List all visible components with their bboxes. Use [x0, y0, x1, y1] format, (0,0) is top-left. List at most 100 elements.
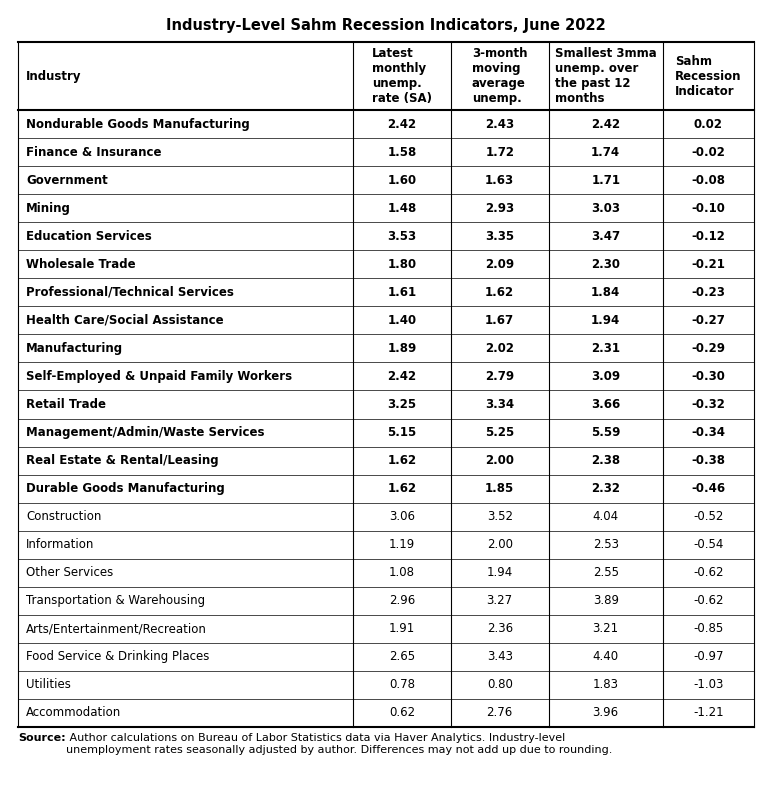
Text: 3.35: 3.35	[485, 229, 514, 243]
Text: 1.62: 1.62	[388, 482, 416, 495]
Text: Transportation & Warehousing: Transportation & Warehousing	[26, 594, 205, 607]
Text: -0.52: -0.52	[693, 510, 723, 523]
Text: 1.61: 1.61	[388, 286, 416, 299]
Text: 0.02: 0.02	[694, 118, 723, 131]
Text: 2.31: 2.31	[591, 342, 620, 355]
Text: -1.21: -1.21	[693, 706, 723, 720]
Text: 0.78: 0.78	[389, 679, 415, 691]
Text: 2.93: 2.93	[485, 202, 514, 214]
Text: 1.58: 1.58	[388, 146, 416, 158]
Text: Construction: Construction	[26, 510, 101, 523]
Text: 1.83: 1.83	[593, 679, 618, 691]
Text: 1.91: 1.91	[388, 623, 415, 635]
Text: 3.43: 3.43	[486, 650, 513, 664]
Text: 5.15: 5.15	[388, 426, 416, 439]
Text: 3.47: 3.47	[591, 229, 620, 243]
Text: 2.53: 2.53	[593, 538, 618, 551]
Text: 5.59: 5.59	[591, 426, 621, 439]
Text: 4.40: 4.40	[593, 650, 619, 664]
Text: -0.62: -0.62	[693, 594, 723, 607]
Text: Nondurable Goods Manufacturing: Nondurable Goods Manufacturing	[26, 118, 250, 131]
Text: 2.79: 2.79	[485, 370, 514, 383]
Text: Professional/Technical Services: Professional/Technical Services	[26, 286, 234, 299]
Text: -0.30: -0.30	[692, 370, 726, 383]
Text: Manufacturing: Manufacturing	[26, 342, 123, 355]
Text: Finance & Insurance: Finance & Insurance	[26, 146, 161, 158]
Text: 3.53: 3.53	[388, 229, 416, 243]
Text: Government: Government	[26, 173, 108, 187]
Text: 1.08: 1.08	[389, 566, 415, 579]
Text: -0.34: -0.34	[692, 426, 726, 439]
Text: Management/Admin/Waste Services: Management/Admin/Waste Services	[26, 426, 265, 439]
Text: 1.48: 1.48	[388, 202, 416, 214]
Text: Sahm
Recession
Indicator: Sahm Recession Indicator	[676, 55, 742, 97]
Text: 5.25: 5.25	[485, 426, 514, 439]
Text: Wholesale Trade: Wholesale Trade	[26, 258, 136, 271]
Text: 1.94: 1.94	[486, 566, 513, 579]
Text: 3.25: 3.25	[388, 398, 416, 411]
Text: 0.80: 0.80	[487, 679, 513, 691]
Text: Author calculations on Bureau of Labor Statistics data via Haver Analytics. Indu: Author calculations on Bureau of Labor S…	[66, 733, 612, 755]
Text: -0.97: -0.97	[693, 650, 723, 664]
Text: Durable Goods Manufacturing: Durable Goods Manufacturing	[26, 482, 225, 495]
Text: 3.06: 3.06	[389, 510, 415, 523]
Text: -0.23: -0.23	[692, 286, 726, 299]
Text: 1.89: 1.89	[388, 342, 416, 355]
Text: 2.36: 2.36	[486, 623, 513, 635]
Text: -0.08: -0.08	[692, 173, 726, 187]
Text: 1.60: 1.60	[388, 173, 416, 187]
Text: 1.40: 1.40	[388, 314, 416, 327]
Text: Information: Information	[26, 538, 94, 551]
Text: 2.02: 2.02	[486, 342, 514, 355]
Text: 3-month
moving
average
unemp.: 3-month moving average unemp.	[472, 47, 527, 105]
Text: 3.34: 3.34	[485, 398, 514, 411]
Text: -0.27: -0.27	[692, 314, 726, 327]
Text: 1.85: 1.85	[485, 482, 514, 495]
Text: -0.85: -0.85	[693, 623, 723, 635]
Text: 1.19: 1.19	[388, 538, 415, 551]
Text: -0.32: -0.32	[692, 398, 726, 411]
Text: Other Services: Other Services	[26, 566, 113, 579]
Text: 2.96: 2.96	[388, 594, 415, 607]
Text: -0.21: -0.21	[692, 258, 726, 271]
Text: -0.46: -0.46	[691, 482, 726, 495]
Text: -0.12: -0.12	[692, 229, 726, 243]
Text: 2.76: 2.76	[486, 706, 513, 720]
Text: Retail Trade: Retail Trade	[26, 398, 106, 411]
Text: 1.63: 1.63	[485, 173, 514, 187]
Text: Arts/Entertainment/Recreation: Arts/Entertainment/Recreation	[26, 623, 207, 635]
Text: 2.43: 2.43	[485, 118, 514, 131]
Text: 3.09: 3.09	[591, 370, 620, 383]
Text: -0.29: -0.29	[692, 342, 726, 355]
Text: 3.89: 3.89	[593, 594, 618, 607]
Text: 2.32: 2.32	[591, 482, 620, 495]
Text: 1.62: 1.62	[388, 454, 416, 467]
Text: 2.42: 2.42	[591, 118, 620, 131]
Text: Latest
monthly
unemp.
rate (SA): Latest monthly unemp. rate (SA)	[372, 47, 432, 105]
Text: Accommodation: Accommodation	[26, 706, 121, 720]
Text: Food Service & Drinking Places: Food Service & Drinking Places	[26, 650, 209, 664]
Text: 1.84: 1.84	[591, 286, 621, 299]
Text: -0.54: -0.54	[693, 538, 723, 551]
Text: Health Care/Social Assistance: Health Care/Social Assistance	[26, 314, 224, 327]
Text: Mining: Mining	[26, 202, 71, 214]
Text: 1.74: 1.74	[591, 146, 620, 158]
Text: 2.00: 2.00	[486, 454, 514, 467]
Text: -0.38: -0.38	[692, 454, 726, 467]
Text: 2.09: 2.09	[485, 258, 514, 271]
Text: -0.10: -0.10	[692, 202, 726, 214]
Text: 2.65: 2.65	[389, 650, 415, 664]
Text: 1.67: 1.67	[485, 314, 514, 327]
Text: Self-Employed & Unpaid Family Workers: Self-Employed & Unpaid Family Workers	[26, 370, 292, 383]
Text: Real Estate & Rental/Leasing: Real Estate & Rental/Leasing	[26, 454, 218, 467]
Text: -0.62: -0.62	[693, 566, 723, 579]
Text: Utilities: Utilities	[26, 679, 71, 691]
Text: 1.72: 1.72	[486, 146, 514, 158]
Text: 3.52: 3.52	[486, 510, 513, 523]
Text: -0.02: -0.02	[692, 146, 726, 158]
Text: -1.03: -1.03	[693, 679, 723, 691]
Text: Source:: Source:	[18, 733, 66, 743]
Text: 3.03: 3.03	[591, 202, 620, 214]
Text: 1.94: 1.94	[591, 314, 621, 327]
Text: 3.27: 3.27	[486, 594, 513, 607]
